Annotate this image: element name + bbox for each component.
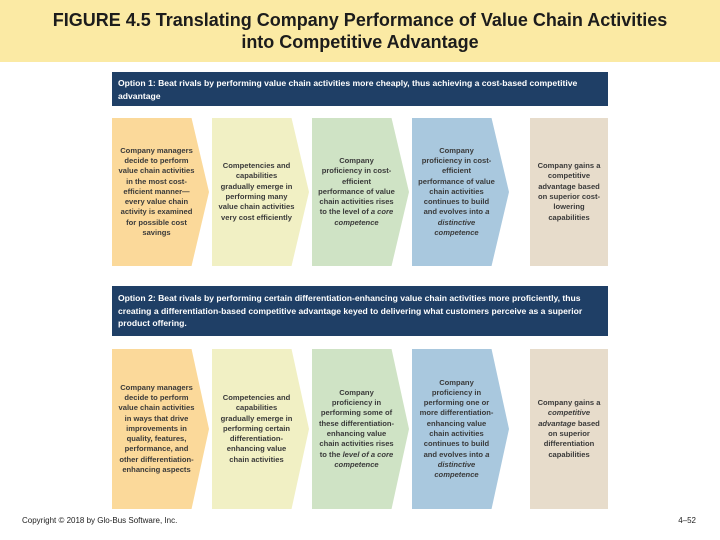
option-2-step-3-emphasis: level of a core competence — [334, 449, 394, 469]
option-2-step-5-plain-end: based on superior differentiation capabi… — [543, 418, 600, 459]
title-banner: FIGURE 4.5 Translating Company Performan… — [0, 0, 720, 62]
option-2-step-4-emphasis: a distinctive competence — [434, 449, 490, 480]
option-1-step-5: Company gains a competitive advantage ba… — [530, 118, 608, 266]
option-1-step-3-emphasis: a core competence — [334, 207, 394, 227]
option-2-step-1-text: Company managers decide to perform value… — [118, 382, 195, 475]
option-1-step-2: Competencies and capabilities gradually … — [212, 118, 309, 266]
option-2-step-5-emphasis: competitive advantage — [538, 408, 591, 428]
option-2-step-5-plain: Company gains a — [537, 398, 601, 408]
option-2-step-2-text: Competencies and capabilities gradually … — [220, 392, 293, 464]
option-1-step-4-plain: Company proficiency in cost-efficient pe… — [418, 145, 495, 217]
option-1-step-1: Company managers decide to perform value… — [112, 118, 209, 266]
option-2-step-5-text: Company gains a competitive advantage ba… — [535, 398, 603, 460]
option-2-step-4: Company proficiency in performing one or… — [412, 349, 509, 509]
option-2-step-3-text: Company proficiency in performing some o… — [318, 388, 395, 470]
option-2-step-3: Company proficiency in performing some o… — [312, 349, 409, 509]
copyright-notice: Copyright © 2018 by Glo-Bus Software, In… — [22, 516, 178, 525]
option-2-step-4-text: Company proficiency in performing one or… — [418, 378, 495, 481]
option-2-step-5: Company gains a competitive advantage ba… — [530, 349, 608, 509]
option-1-step-4-emphasis: a distinctive competence — [434, 207, 490, 238]
option-1-step-3: Company proficiency in cost-efficient pe… — [312, 118, 409, 266]
option-1-step-3-plain: Company proficiency in cost-efficient pe… — [318, 155, 395, 217]
figure-title-line-1: FIGURE 4.5 Translating Company Performan… — [52, 10, 668, 30]
option-1-step-4-text: Company proficiency in cost-efficient pe… — [418, 146, 495, 239]
option-1-header: Option 1: Beat rivals by performing valu… — [112, 72, 608, 106]
option-2-step-3-plain: Company proficiency in performing some o… — [318, 387, 395, 459]
option-1-step-4: Company proficiency in cost-efficient pe… — [412, 118, 509, 266]
option-2-step-2: Competencies and capabilities gradually … — [212, 349, 309, 509]
page-number: 4–52 — [678, 516, 696, 525]
option-1-step-1-text: Company managers decide to perform value… — [118, 145, 195, 238]
option-1-step-5-text: Company gains a competitive advantage ba… — [537, 161, 601, 222]
option-1-step-2-text: Competencies and capabilities gradually … — [218, 161, 295, 222]
option-2-step-4-plain: Company proficiency in performing one or… — [419, 377, 494, 459]
figure-title-line-2: into Competitive Advantage — [241, 32, 479, 52]
option-2-header: Option 2: Beat rivals by performing cert… — [112, 286, 608, 336]
option-2-step-1: Company managers decide to perform value… — [112, 349, 209, 509]
option-1-step-3-text: Company proficiency in cost-efficient pe… — [318, 156, 395, 228]
